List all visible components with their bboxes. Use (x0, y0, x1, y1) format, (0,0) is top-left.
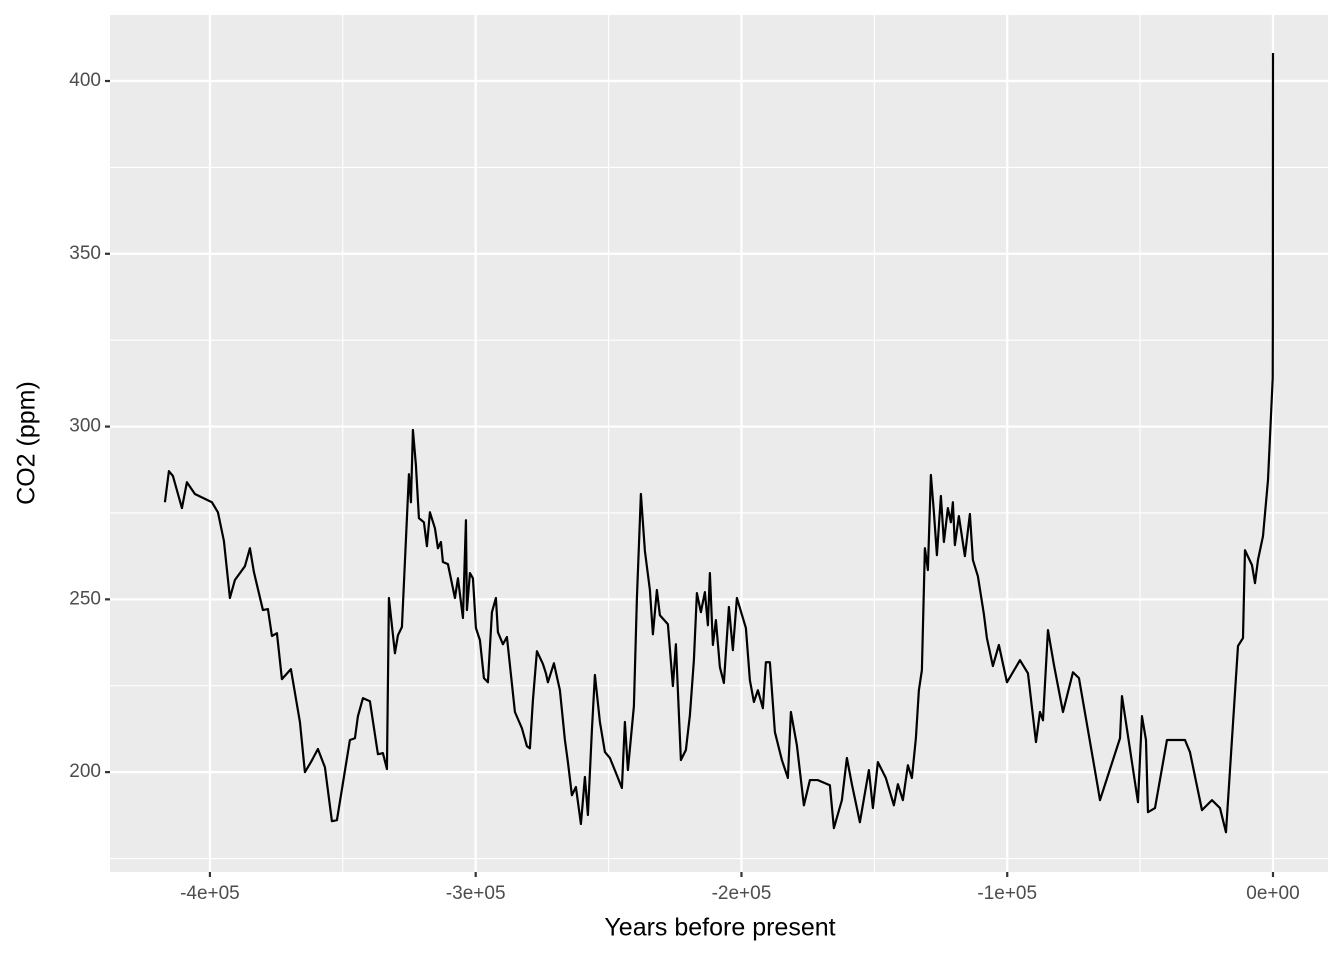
y-tick-label: 300 (69, 416, 101, 437)
y-tick-label: 400 (69, 70, 101, 91)
x-tick-label: -3e+05 (446, 883, 506, 904)
data-line (163, 53, 1275, 834)
x-tick-label: -4e+05 (180, 883, 240, 904)
y-tick-label: 350 (69, 243, 101, 264)
x-tick-label: -2e+05 (712, 883, 772, 904)
x-tick-label: -1e+05 (977, 883, 1037, 904)
axes: 200 250 300 350 400 -4e+05 -3e+05 -2e+05 -1e+05 0… (69, 70, 1299, 904)
plot-area (163, 53, 1275, 834)
y-tick-label: 250 (69, 588, 101, 609)
panel-background (110, 15, 1328, 872)
y-tick-label: 200 (69, 761, 101, 782)
x-tick-label: 0e+00 (1246, 883, 1299, 904)
grid (110, 15, 1328, 872)
x-axis-title: Years before present (604, 914, 835, 942)
y-axis-title: CO2 (ppm) (13, 381, 41, 505)
